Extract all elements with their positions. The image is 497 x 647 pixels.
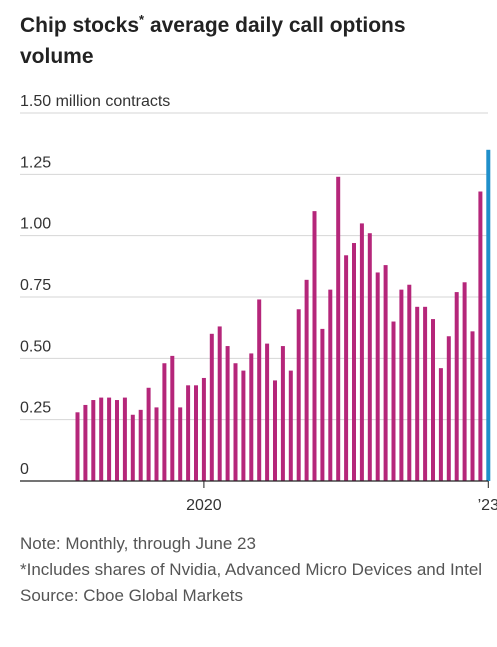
bar (320, 328, 325, 481)
bar (170, 355, 175, 481)
footnote-text: *Includes shares of Nvidia, Advanced Mic… (20, 560, 483, 579)
bar (399, 289, 404, 481)
y-tick-label: 1.50 million contracts (20, 93, 170, 110)
bar (115, 400, 119, 481)
bar (478, 191, 483, 482)
y-tick-label: 0.75 (20, 277, 51, 294)
bar (273, 380, 277, 481)
bar (438, 368, 443, 481)
bar (99, 397, 104, 481)
bar (241, 370, 246, 481)
bar (446, 336, 451, 481)
bar (407, 284, 412, 481)
y-tick-label: 0.25 (20, 400, 51, 417)
bar (201, 377, 206, 481)
bar (391, 321, 396, 481)
bar (209, 333, 214, 481)
y-tick-label: 1.25 (20, 154, 51, 171)
y-tick-label: 0.50 (20, 338, 51, 355)
note-text: Note: Monthly, through June 23 (20, 534, 256, 553)
bar (122, 397, 127, 481)
bar (217, 326, 222, 481)
chart-notes: Note: Monthly, through June 23 *Includes… (20, 531, 490, 609)
title-asterisk: * (139, 12, 145, 27)
bar (107, 397, 112, 481)
y-tick-label: 1.00 (20, 216, 51, 233)
bar (225, 346, 230, 481)
bar (375, 272, 380, 481)
bar (431, 319, 435, 481)
bar (352, 243, 356, 481)
title-main: Chip stocks (20, 14, 140, 37)
y-axis-labels: 0 0.25 0.50 0.75 1.00 1.25 1.50 million contra… (20, 93, 170, 478)
bar (454, 292, 459, 481)
bar (186, 385, 191, 481)
bar (257, 299, 262, 481)
bar (415, 306, 420, 481)
bar (83, 404, 88, 481)
bar (154, 407, 159, 481)
bar (296, 309, 301, 481)
bars (75, 149, 491, 482)
bar (312, 211, 317, 481)
x-tick-label: 2020 (186, 497, 222, 514)
chart-title: Chip stocks* average daily call options … (20, 10, 480, 72)
bar (138, 409, 143, 481)
y-tick-label: 0 (20, 461, 29, 478)
bar (249, 353, 254, 481)
bar (328, 289, 333, 481)
bar (336, 176, 341, 481)
bar (288, 370, 293, 481)
bar (359, 223, 364, 481)
bar-chart: 0 0.25 0.50 0.75 1.00 1.25 1.50 million contra… (20, 93, 497, 514)
bar (91, 400, 96, 481)
bar (146, 387, 151, 481)
bar (75, 412, 80, 481)
bar (162, 363, 167, 481)
bar (194, 385, 198, 481)
bar (423, 306, 428, 481)
x-tick-label: ’23 (478, 497, 497, 514)
bar (130, 414, 135, 481)
bar (470, 331, 475, 481)
bar (462, 282, 467, 481)
x-axis: 2020 ’23 (20, 480, 497, 514)
bar (178, 407, 183, 481)
bar (367, 233, 372, 481)
bar (304, 279, 309, 481)
bar (265, 343, 270, 481)
bar-latest (486, 149, 491, 482)
source-text: Source: Cboe Global Markets (20, 586, 243, 605)
title-rest: average daily call options volume (20, 14, 406, 68)
bar (280, 346, 285, 481)
bar (233, 363, 238, 481)
bar (383, 265, 388, 481)
bar (344, 255, 349, 481)
